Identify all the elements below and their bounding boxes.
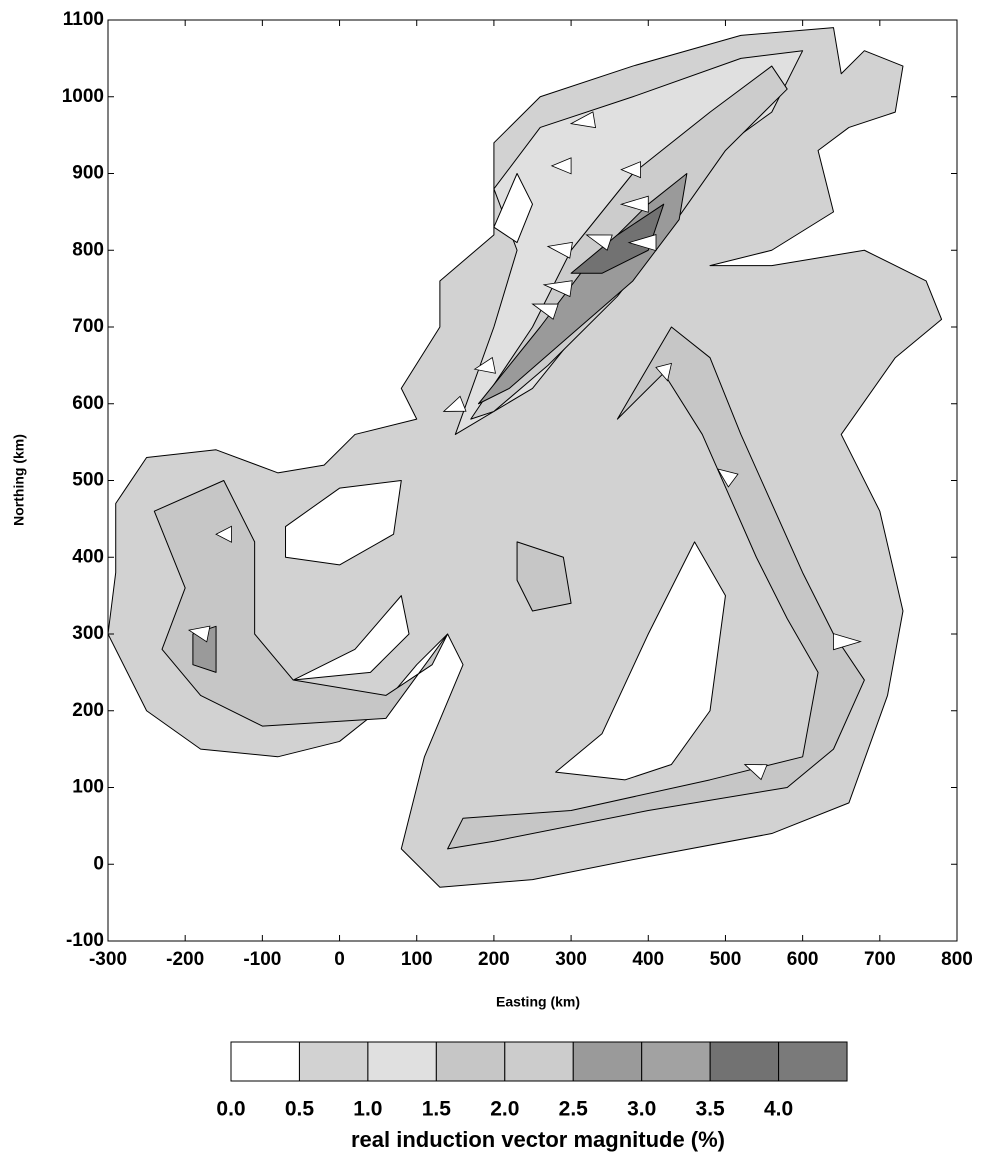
- colorbar-tick-label: 1.0: [353, 1098, 382, 1121]
- colorbar-tick-label: 2.0: [490, 1098, 519, 1121]
- y-tick-label: -100: [66, 930, 104, 951]
- y-tick-label: 900: [72, 163, 104, 184]
- contour-region: [516, 541, 572, 612]
- colorbar-box: [641, 1041, 711, 1082]
- y-tick-label: 500: [72, 470, 104, 491]
- induction-arrow: [569, 111, 597, 129]
- y-tick-label: 1100: [63, 9, 104, 30]
- x-tick-label: 200: [478, 949, 510, 970]
- induction-arrow: [627, 234, 657, 252]
- y-tick-label: 600: [72, 393, 104, 414]
- x-tick-label: 700: [864, 949, 896, 970]
- contour-region: [153, 480, 449, 727]
- colorbar-label: real induction vector magnitude (%): [351, 1127, 725, 1152]
- colorbar-tick-label: 0.5: [285, 1098, 315, 1121]
- induction-arrow: [833, 633, 862, 651]
- y-tick-label: 400: [72, 546, 104, 567]
- y-tick-label: 100: [72, 777, 104, 798]
- colorbar-tick-label: 0.0: [216, 1098, 245, 1121]
- x-axis-label: Easting (km): [496, 994, 580, 1010]
- contour-region: [292, 595, 410, 681]
- colorbar-box: [230, 1041, 300, 1082]
- y-tick-label: 200: [72, 700, 104, 721]
- induction-arrow: [546, 241, 573, 259]
- induction-arrow: [542, 280, 573, 298]
- induction-arrow: [655, 362, 673, 382]
- induction-arrow: [619, 195, 649, 213]
- contour-region: [447, 326, 865, 850]
- induction-arrow: [743, 764, 768, 781]
- induction-arrow: [550, 157, 572, 175]
- y-tick-label: 0: [93, 853, 104, 874]
- y-tick-label: 700: [72, 316, 104, 337]
- x-tick-label: -100: [243, 949, 281, 970]
- colorbar-tick-label: 2.5: [559, 1098, 589, 1121]
- colorbar-box: [572, 1041, 643, 1082]
- x-tick-label: -300: [89, 949, 127, 970]
- contour-region: [285, 480, 402, 566]
- x-tick-label: -200: [166, 949, 204, 970]
- colorbar-tick-label: 1.5: [422, 1098, 452, 1121]
- colorbar-tick-label: 3.0: [627, 1098, 656, 1121]
- induction-arrow: [585, 234, 613, 251]
- colorbar-box: [298, 1041, 369, 1082]
- induction-arrow: [187, 625, 211, 643]
- colorbar-box: [778, 1041, 848, 1082]
- y-tick-label: 300: [72, 623, 104, 644]
- x-tick-label: 300: [555, 949, 587, 970]
- x-tick-label: 800: [941, 949, 973, 970]
- y-axis-label: Northing (km): [11, 434, 27, 526]
- induction-arrow: [531, 303, 559, 320]
- colorbar-tick-label: 4.0: [764, 1098, 793, 1121]
- y-tick-label: 1000: [62, 86, 104, 107]
- x-tick-label: 600: [787, 949, 819, 970]
- induction-arrow: [215, 525, 232, 543]
- induction-arrow: [620, 161, 641, 179]
- x-tick-label: 400: [632, 949, 664, 970]
- induction-arrow: [473, 356, 496, 374]
- contour-region: [493, 173, 533, 244]
- colorbar-box: [435, 1041, 506, 1082]
- x-tick-label: 0: [334, 949, 345, 970]
- x-tick-label: 100: [401, 949, 433, 970]
- contour-region: [555, 541, 726, 781]
- colorbar-box: [709, 1041, 780, 1082]
- induction-arrow: [716, 468, 739, 488]
- colorbar-tick-label: 3.5: [696, 1098, 726, 1121]
- colorbar-box: [504, 1041, 574, 1082]
- x-tick-label: 500: [710, 949, 742, 970]
- induction-arrow: [442, 395, 467, 412]
- colorbar-box: [367, 1041, 437, 1082]
- y-tick-label: 800: [72, 239, 104, 260]
